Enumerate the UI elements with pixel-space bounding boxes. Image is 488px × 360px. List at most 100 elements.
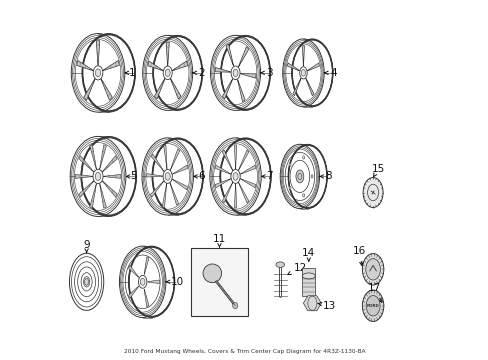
Polygon shape (234, 184, 236, 208)
Polygon shape (128, 265, 139, 277)
Polygon shape (75, 175, 93, 179)
Polygon shape (307, 63, 319, 71)
Polygon shape (240, 73, 256, 78)
Ellipse shape (288, 186, 290, 190)
Ellipse shape (140, 278, 145, 285)
Ellipse shape (302, 194, 304, 197)
Polygon shape (240, 165, 255, 174)
Ellipse shape (232, 302, 237, 309)
Ellipse shape (362, 253, 383, 285)
Text: 2010 Ford Mustang Wheels, Covers & Trim Center Cap Diagram for 4R3Z-1130-BA: 2010 Ford Mustang Wheels, Covers & Trim … (123, 349, 365, 354)
Text: 4: 4 (324, 68, 336, 78)
Polygon shape (169, 183, 178, 205)
Ellipse shape (95, 172, 101, 180)
Polygon shape (144, 289, 149, 307)
Polygon shape (146, 174, 163, 177)
Polygon shape (172, 61, 187, 71)
Polygon shape (128, 286, 139, 298)
Ellipse shape (301, 69, 305, 76)
Polygon shape (234, 145, 236, 169)
Polygon shape (163, 145, 167, 169)
Polygon shape (102, 60, 119, 71)
Polygon shape (151, 154, 164, 172)
Polygon shape (303, 296, 321, 311)
Ellipse shape (233, 172, 238, 180)
Polygon shape (237, 80, 244, 102)
Ellipse shape (275, 262, 284, 267)
Text: 15: 15 (371, 163, 384, 177)
Polygon shape (96, 41, 100, 66)
Ellipse shape (366, 296, 379, 316)
Ellipse shape (302, 273, 315, 279)
Polygon shape (83, 79, 95, 100)
Ellipse shape (288, 163, 290, 166)
Polygon shape (238, 182, 248, 203)
Ellipse shape (302, 156, 304, 159)
Polygon shape (222, 182, 232, 203)
Text: 7: 7 (262, 171, 272, 181)
Polygon shape (170, 78, 181, 99)
Polygon shape (79, 156, 94, 172)
Text: 3: 3 (260, 68, 272, 78)
Polygon shape (172, 179, 187, 190)
Ellipse shape (310, 175, 312, 178)
Polygon shape (215, 165, 230, 174)
Bar (302, 268, 315, 296)
Text: 9: 9 (83, 240, 90, 253)
Polygon shape (287, 63, 299, 71)
Polygon shape (77, 60, 93, 71)
Polygon shape (162, 184, 166, 208)
Text: 2: 2 (192, 68, 204, 78)
Polygon shape (154, 78, 164, 99)
Polygon shape (305, 78, 313, 96)
Polygon shape (147, 61, 163, 71)
Polygon shape (225, 44, 233, 66)
Polygon shape (166, 42, 169, 66)
Text: 17: 17 (367, 283, 381, 302)
Polygon shape (240, 179, 255, 188)
Text: 12: 12 (287, 262, 306, 275)
Polygon shape (238, 150, 248, 171)
Polygon shape (101, 79, 112, 100)
Text: 10: 10 (165, 277, 184, 287)
Text: 5: 5 (126, 171, 137, 181)
Polygon shape (79, 181, 94, 197)
Polygon shape (215, 67, 230, 72)
Polygon shape (150, 181, 163, 197)
Text: 6: 6 (194, 171, 204, 181)
Polygon shape (215, 179, 230, 188)
Polygon shape (102, 181, 117, 197)
Ellipse shape (95, 69, 101, 77)
Ellipse shape (295, 170, 303, 183)
Polygon shape (144, 257, 149, 274)
Ellipse shape (363, 177, 382, 207)
Polygon shape (89, 184, 96, 208)
Polygon shape (147, 280, 159, 284)
Polygon shape (222, 79, 232, 99)
Ellipse shape (165, 69, 170, 77)
Ellipse shape (165, 172, 170, 180)
Polygon shape (100, 184, 106, 208)
Polygon shape (103, 175, 121, 179)
Polygon shape (170, 149, 180, 170)
Polygon shape (172, 165, 188, 174)
Polygon shape (100, 145, 106, 169)
Text: 11: 11 (212, 234, 225, 247)
Ellipse shape (365, 258, 380, 280)
Text: 16: 16 (352, 246, 365, 265)
Polygon shape (302, 46, 304, 66)
Text: FORD: FORD (366, 304, 379, 308)
Polygon shape (238, 47, 248, 67)
Text: 13: 13 (317, 301, 336, 311)
Ellipse shape (362, 290, 383, 321)
Text: 1: 1 (125, 68, 135, 78)
Polygon shape (292, 78, 301, 96)
Ellipse shape (84, 278, 88, 285)
Polygon shape (102, 156, 117, 172)
Ellipse shape (203, 264, 221, 283)
Polygon shape (89, 145, 96, 169)
Text: 14: 14 (302, 248, 315, 261)
Ellipse shape (233, 69, 238, 77)
Polygon shape (222, 150, 232, 171)
Bar (190, 248, 247, 316)
